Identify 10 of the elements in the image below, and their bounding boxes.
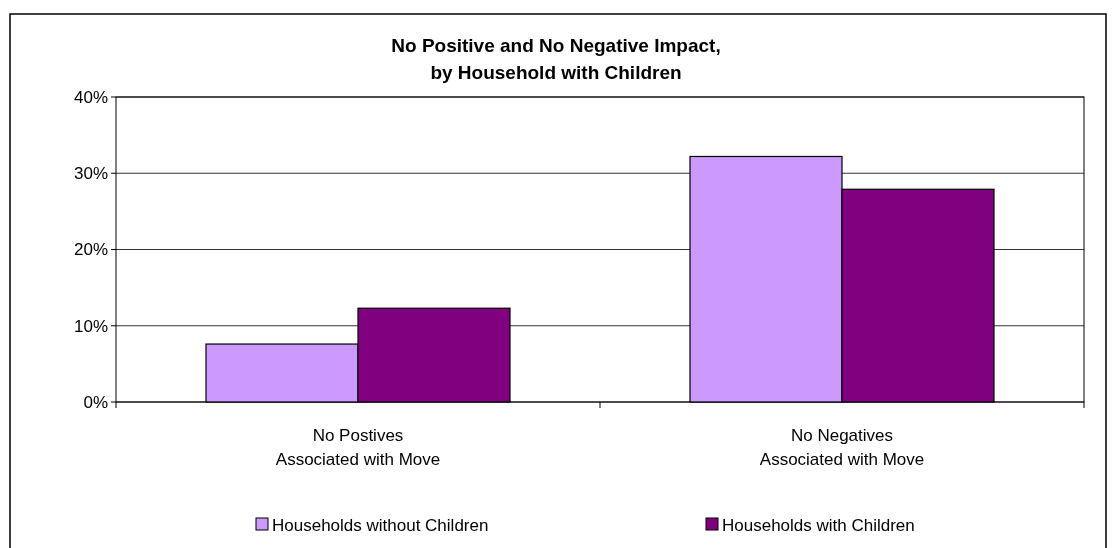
y-tick-label: 0% <box>83 392 108 412</box>
legend-label: Households with Children <box>722 515 915 535</box>
chart-title: No Positive and No Negative Impact, by Household with Children <box>391 35 721 83</box>
y-tick-label: 20% <box>73 240 108 260</box>
x-tick-label: No Negatives Associated with Move <box>759 426 925 469</box>
x-tick-label: No Postives Associated with Move <box>275 426 441 469</box>
y-tick-label: 10% <box>73 316 108 336</box>
y-tick-label: 30% <box>73 164 108 184</box>
legend-label: Households without Children <box>272 515 489 535</box>
y-tick-label: 40% <box>73 87 108 107</box>
